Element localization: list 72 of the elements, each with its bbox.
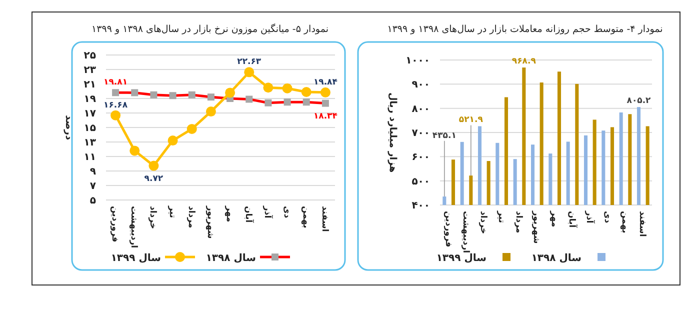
x-tick-label: مرداد [514,211,524,234]
point [320,87,330,98]
x-tick-label: مهر [548,210,559,228]
y-tick-label: ۴۰۰ [412,200,430,212]
x-tick-label: تیر [166,205,177,218]
x-tick-label: دی [281,206,292,219]
x-tick-label: اردیبهشت [460,211,470,254]
y-tick-label: ۱۰۰۰ [406,56,430,66]
y-axis-title: درصد [63,114,74,140]
y-tick-label: ۲۵ [84,50,96,62]
chart-title: نمودار ۵- میانگین موزون نرخ بازار در سال‌های ۱۳۹۸ و ۱۳۹۹ [92,23,328,35]
point [148,160,159,171]
legend-label: سال ۱۳۹۹ [110,253,162,264]
y-tick-label: ۱۷ [84,108,96,120]
x-tick-label: تیر [496,210,506,223]
y-tick-label: ۱۱ [84,152,96,163]
legend-label: سال ۱۳۹۸ [206,253,256,264]
data-label: ۵۲۱.۹ [458,115,484,126]
x-tick-label: بهمن [620,211,630,234]
x-tick-label: اسفند [319,206,330,232]
x-tick-label: دی [602,211,612,224]
point [130,146,140,156]
x-tick-label: شهریور [531,210,542,244]
point [186,124,197,134]
data-label: ۸۰۵.۲ [626,96,652,106]
x-tick-label: آذر [262,205,274,220]
point [110,110,121,120]
x-tick-label: مهر [224,205,234,222]
legend-label: سال ۱۳۹۸ [531,253,582,264]
point [225,88,236,98]
x-tick-label: بهمن [300,206,310,228]
y-tick-label: ۷۰۰ [412,128,430,139]
y-tick-label: ۵۰۰ [412,176,430,188]
data-label: ۹.۷۲ [144,174,164,184]
y-tick-label: ۵ [90,196,96,206]
y-tick-label: ۷ [90,181,96,192]
data-label: ۱۹.۸۱ [104,78,128,88]
x-tick-label: آبان [243,206,256,224]
data-label: ۱۸.۳۴ [313,111,338,122]
y-axis-title: هزار میلیارد ریال [387,92,398,173]
x-tick-label: مرداد [186,206,196,228]
y-tick-label: ۲۱ [84,80,96,90]
point [282,83,292,94]
point [301,86,312,97]
data-label: ۲۲.۶۳ [237,57,262,68]
y-tick-label: ۲۳ [84,65,96,76]
chart-title: نمودار ۴- متوسط حجم روزانه معاملات بازار در سال‌های ۱۳۹۸ و ۱۳۹۹ [387,24,663,35]
y-tick-label: ۶۰۰ [412,152,430,164]
y-tick-label: ۹ [90,166,96,178]
x-tick-label: خرداد [478,211,488,234]
x-tick-label: اسفند [637,211,648,237]
point [168,136,178,146]
point [263,82,274,93]
x-tick-label: خرداد [148,206,158,230]
y-tick-label: ۹۰۰ [412,80,430,91]
x-tick-label: آبان [566,211,578,229]
x-tick-label: اردیبهشت [128,206,139,248]
x-tick-label: فروردین [110,206,120,242]
legend-label: سال ۱۳۹۹ [436,253,487,264]
y-tick-label: ۱۳ [84,138,96,148]
y-tick-label: ۱۹ [84,94,96,105]
x-tick-label: فروردین [442,211,453,248]
y-tick-label: ۱۵ [84,123,96,134]
point [244,67,254,78]
data-label: ۱۹.۸۴ [313,77,338,88]
data-label: ۱۶.۶۸ [104,100,128,110]
x-tick-label: شهریور [204,205,215,239]
point [206,106,216,117]
x-tick-label: آذر [584,210,596,224]
y-tick-label: ۸۰۰ [412,104,430,115]
data-label: ۹۶۸.۹ [512,56,537,67]
data-label: ۴۳۵.۱ [432,130,456,141]
